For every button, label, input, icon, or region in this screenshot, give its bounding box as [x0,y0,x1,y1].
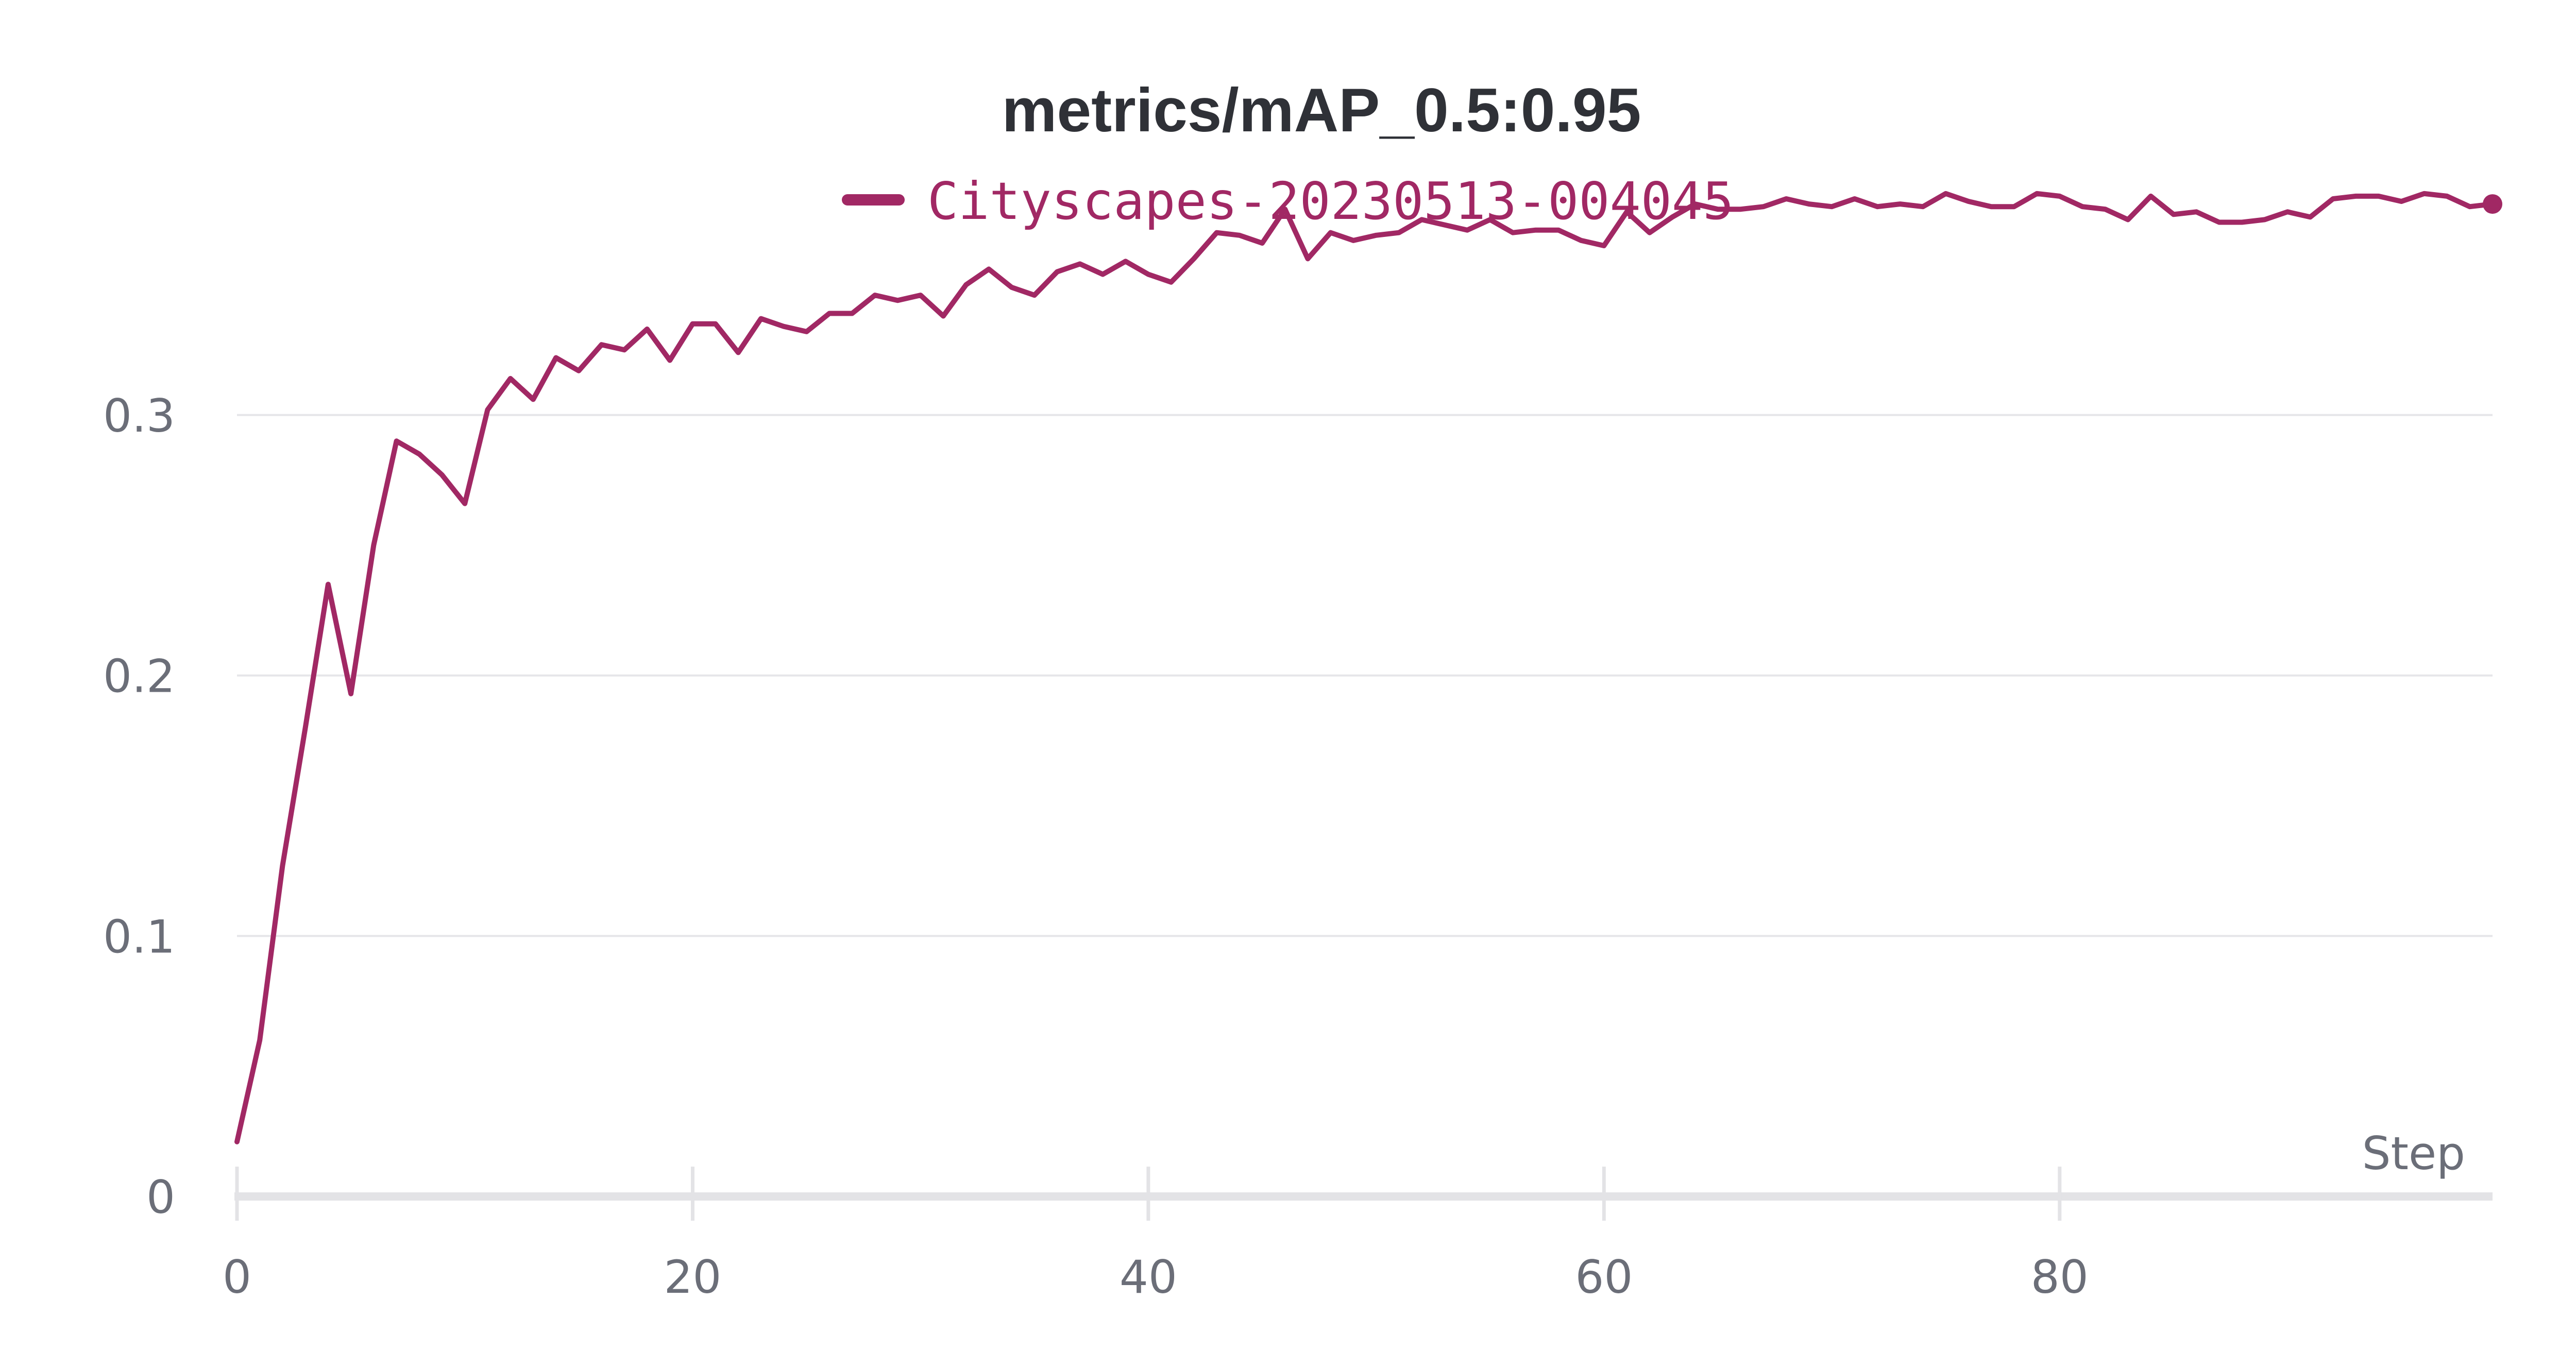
legend-label: Cityscapes-20230513-004045 [927,171,1734,231]
x-axis-ticks: 0 20 40 60 80 [223,1167,2089,1304]
x-tick-label: 0 [223,1251,251,1304]
y-tick-label: 0.2 [103,650,175,703]
y-tick-label: 0.1 [103,910,175,963]
y-axis-ticks: 0 0.1 0.2 0.3 [103,389,175,1224]
x-tick-label: 20 [664,1251,721,1304]
series-endpoint-marker[interactable] [2483,194,2502,214]
x-tick-label: 80 [2031,1251,2089,1304]
gridlines [237,414,2493,937]
y-tick-label: 0 [146,1171,175,1224]
series-line[interactable] [234,191,2495,1144]
x-tick-label: 60 [1575,1251,1633,1304]
x-axis-title: Step [2362,1127,2465,1180]
y-tick-label: 0.3 [103,389,175,442]
chart-title: metrics/mAP_0.5:0.95 [1002,76,1641,145]
legend[interactable]: Cityscapes-20230513-004045 [842,171,1734,231]
x-tick-label: 40 [1120,1251,1177,1304]
series-group [234,191,2502,1144]
